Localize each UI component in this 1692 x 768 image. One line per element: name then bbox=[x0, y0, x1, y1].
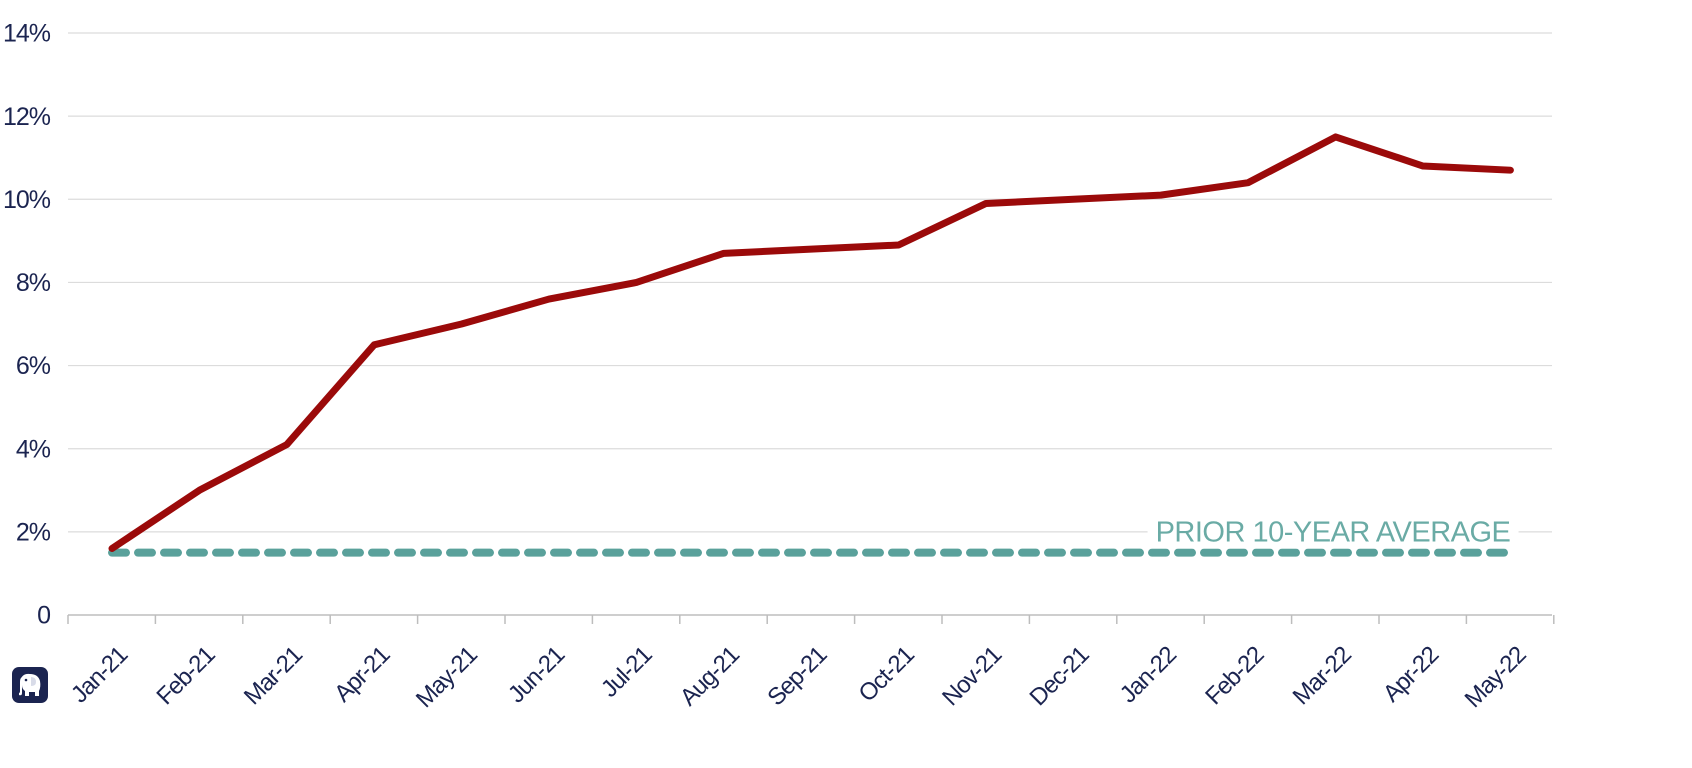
x-tick-label: Nov-21 bbox=[937, 641, 1007, 711]
x-tick-label: Aug-21 bbox=[675, 641, 745, 711]
x-tick-label: Apr-21 bbox=[329, 641, 395, 707]
x-tick-label: May-21 bbox=[411, 641, 483, 713]
y-tick-label: 6% bbox=[16, 352, 51, 380]
x-tick-label: Sep-21 bbox=[762, 641, 832, 711]
x-tick-label: Jul-21 bbox=[596, 641, 658, 703]
x-tick-label: Jan-21 bbox=[66, 641, 133, 708]
y-tick-label: 14% bbox=[3, 20, 51, 48]
y-tick-label: 2% bbox=[16, 518, 51, 546]
x-tick-label: Dec-21 bbox=[1025, 641, 1095, 711]
elephant-icon bbox=[12, 667, 48, 703]
y-tick-label: 4% bbox=[16, 435, 51, 463]
y-tick-label: 0 bbox=[37, 602, 50, 630]
average-annotation-label: PRIOR 10-YEAR AVERAGE bbox=[1156, 517, 1511, 549]
y-axis: 0 2% 4% 6% 8% 10% 12% 14% bbox=[3, 20, 52, 630]
y-tick-label: 12% bbox=[3, 103, 51, 131]
x-tick-label: May-22 bbox=[1460, 641, 1532, 713]
main-series-line bbox=[108, 133, 1514, 552]
x-tick-label: Feb-22 bbox=[1200, 641, 1269, 710]
x-tick-label: Apr-22 bbox=[1378, 641, 1444, 707]
series-layer bbox=[108, 133, 1515, 557]
x-tick-label: Mar-21 bbox=[239, 641, 308, 710]
x-tick-label: Mar-22 bbox=[1288, 641, 1357, 710]
gridlines bbox=[68, 32, 1552, 533]
x-tick-label: Jan-22 bbox=[1115, 641, 1182, 708]
annotation-layer: PRIOR 10-YEAR AVERAGE bbox=[1147, 516, 1519, 549]
y-tick-label: 8% bbox=[16, 269, 51, 297]
x-tick-label: Jun-21 bbox=[503, 641, 570, 708]
average-label-background bbox=[1147, 516, 1519, 549]
y-tick-label: 10% bbox=[3, 186, 51, 214]
x-tick-label: Oct-21 bbox=[854, 641, 920, 707]
x-tick-label: Feb-21 bbox=[152, 641, 221, 710]
x-axis: Jan-21 Feb-21 Mar-21 Apr-21 May-21 Jun-21 Jul-… bbox=[66, 614, 1555, 713]
